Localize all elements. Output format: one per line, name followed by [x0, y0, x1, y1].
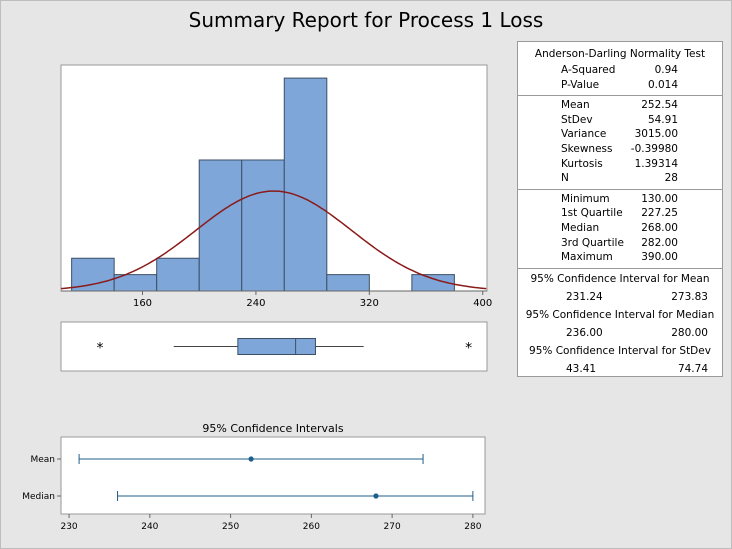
stat-row: P-Value 0.014: [518, 78, 722, 93]
histogram-bar: [326, 274, 370, 292]
statistics-table: Anderson-Darling Normality Test A-Square…: [517, 41, 723, 377]
stat-label: Maximum: [561, 251, 613, 264]
stat-value: 0.94: [654, 64, 678, 76]
stat-row: Maximum 390.00: [518, 250, 722, 265]
stat-row: StDev 54.91: [518, 113, 722, 128]
boxplot-box: [237, 338, 316, 355]
interval-row-label: Mean: [30, 455, 55, 465]
interval-title: 95% Confidence Intervals: [202, 422, 343, 435]
ci-upper: 273.83: [671, 290, 708, 303]
report-title: Summary Report for Process 1 Loss: [188, 8, 544, 32]
ci-upper: 280.00: [671, 326, 708, 339]
boxplot-outlier: *: [465, 341, 472, 357]
ci-lower: 236.00: [566, 326, 603, 339]
interval-tick-label: 280: [464, 522, 481, 532]
stat-value: 252.54: [641, 99, 678, 112]
stat-label: P-Value: [561, 78, 600, 91]
stat-row: Skewness -0.39980: [518, 142, 722, 157]
stat-label: Mean: [561, 99, 590, 112]
ci-lower: 231.24: [566, 290, 603, 303]
stat-row: Minimum 130.00: [518, 192, 722, 207]
interval-tick-label: 240: [141, 522, 158, 532]
ci-stdev-title: 95% Confidence Interval for StDev: [529, 344, 711, 357]
histogram-bar: [241, 159, 285, 292]
stat-row: A-Squared 0.94: [518, 63, 722, 78]
interval-estimate-point: [373, 493, 379, 499]
stat-value: 130.00: [641, 192, 678, 205]
stat-value: -0.39980: [630, 142, 678, 155]
normality-title: Anderson-Darling Normality Test: [534, 48, 706, 60]
histogram-tick-label: 240: [246, 298, 265, 309]
histogram-bar: [156, 257, 200, 292]
stat-row: Kurtosis 1.39314: [518, 157, 722, 172]
stat-row: N 28: [518, 171, 722, 186]
stat-row: 3rd Quartile 282.00: [518, 236, 722, 251]
histogram-bar: [198, 159, 243, 292]
stat-label: Minimum: [561, 192, 610, 205]
stat-value: 1.39314: [634, 157, 678, 170]
interval-panel: [60, 436, 486, 515]
stat-label: Median: [561, 221, 600, 234]
ci-mean-title: 95% Confidence Interval for Mean: [530, 272, 710, 285]
stat-row: Median 268.00: [518, 221, 722, 236]
stat-value: 390.00: [641, 251, 678, 264]
ci-section: 95% Confidence Interval for Mean 231.24 2…: [518, 269, 722, 382]
interval-tick-label: 230: [60, 522, 77, 532]
interval-tick-label: 270: [384, 522, 401, 532]
ci-mean-row: 231.24 273.83: [518, 288, 722, 307]
moments-section: Mean 252.54 StDev 54.91 Variance 3015.00 Sk…: [518, 96, 722, 190]
interval-estimate-point: [248, 456, 254, 462]
stat-row: Mean 252.54: [518, 98, 722, 113]
ci-lower: 43.41: [566, 362, 597, 375]
stat-label: StDev: [561, 113, 593, 126]
histogram-tick-label: 160: [133, 298, 152, 309]
interval-tick-label: 250: [222, 522, 239, 532]
histogram-bar: [283, 77, 328, 292]
stat-value: 28: [664, 172, 678, 185]
stat-row: 1st Quartile 227.25: [518, 206, 722, 221]
normality-section: Anderson-Darling Normality Test A-Square…: [518, 42, 722, 97]
stat-label: 3rd Quartile: [561, 236, 624, 249]
stat-value: 54.91: [647, 113, 678, 126]
stat-label: Kurtosis: [561, 157, 603, 170]
stat-value: 268.00: [641, 221, 678, 234]
stat-label: A-Squared: [561, 64, 616, 76]
stat-label: 1st Quartile: [561, 207, 623, 220]
ci-stdev-row: 43.41 74.74: [518, 360, 722, 379]
histogram-tick-label: 400: [473, 298, 492, 309]
ci-upper: 74.74: [677, 362, 708, 375]
stat-value: 282.00: [641, 236, 678, 249]
stat-label: Variance: [561, 128, 607, 141]
interval-row-label: Median: [22, 492, 55, 502]
stat-label: Skewness: [561, 142, 613, 155]
histogram-tick-label: 320: [360, 298, 379, 309]
stat-value: 0.014: [647, 78, 678, 91]
stat-row: Variance 3015.00: [518, 127, 722, 142]
boxplot-outlier: *: [96, 341, 103, 357]
normal-curve: [60, 190, 487, 290]
stat-value: 3015.00: [634, 128, 678, 141]
ci-median-row: 236.00 280.00: [518, 324, 722, 343]
ci-median-title: 95% Confidence Interval for Median: [525, 308, 715, 321]
interval-tick-label: 260: [303, 522, 320, 532]
stat-label: N: [561, 172, 569, 185]
stat-value: 227.25: [641, 207, 678, 220]
quantiles-section: Minimum 130.00 1st Quartile 227.25 Median 2…: [518, 190, 722, 269]
